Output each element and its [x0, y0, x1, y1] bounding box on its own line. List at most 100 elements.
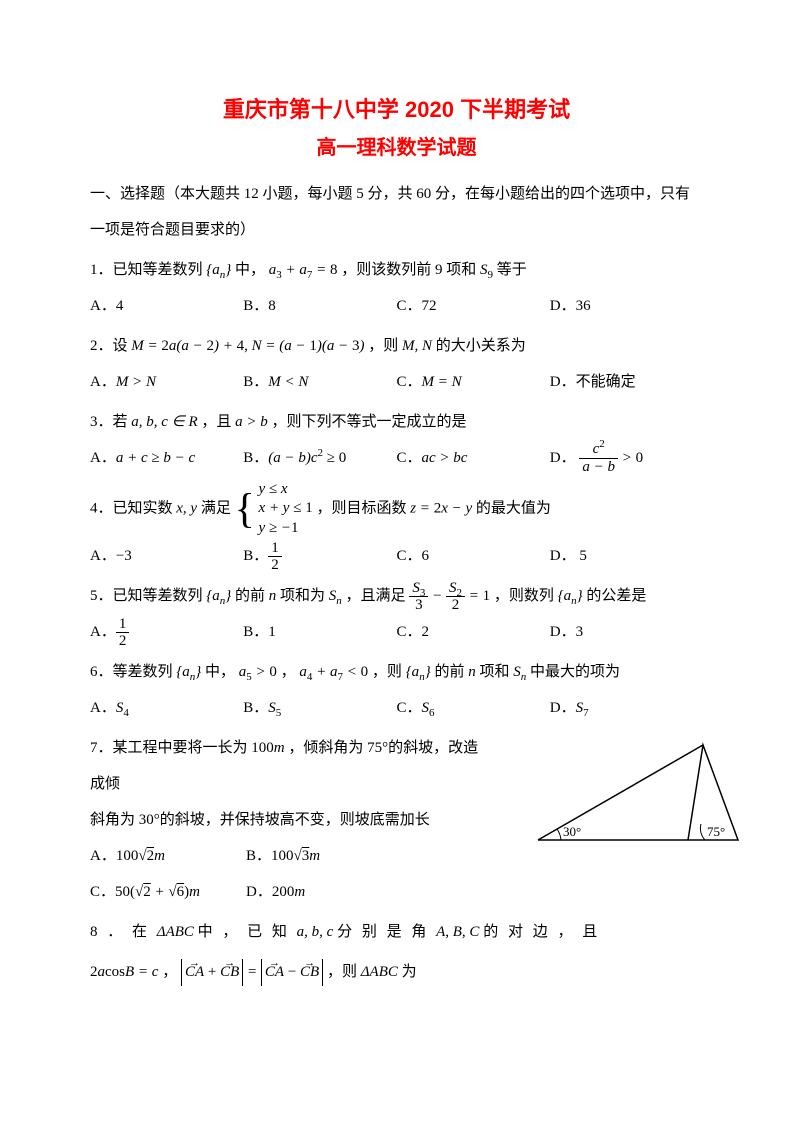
question-8-line2: 2acosB = c ， CA + CB = CA − CB ，则 ΔABC 为	[90, 954, 703, 990]
question-2: 2．设 M = 2a(a − 2) + 4, N = (a − 1)(a − 3…	[90, 328, 703, 400]
q6-stem-e: 的前	[434, 664, 464, 680]
q6-stem-g: 中最大的项为	[530, 664, 620, 680]
q6-stem-b: 中，	[205, 664, 235, 680]
q8-abs1: CA + CB	[181, 959, 243, 986]
q3-stem-a: 3．若	[90, 414, 128, 430]
q8-l2-a: ，	[162, 964, 177, 980]
q1-stem-d: 等于	[497, 262, 527, 278]
q8-eq1: 2acosB = c	[90, 964, 158, 980]
q6-stem-d: ，则	[372, 664, 402, 680]
q4-system: y ≤ xx + y ≤ 1y ≥ −1	[259, 480, 313, 539]
doc-title: 重庆市第十八中学 2020 下半期考试	[90, 90, 703, 130]
q4-xy: x, y	[176, 500, 197, 516]
q3-D: D． c2a − b > 0	[550, 440, 703, 476]
q6-seq: {an}	[176, 664, 201, 680]
exam-page: 重庆市第十八中学 2020 下半期考试 高一理科数学试题 一、选择题（本大题共 …	[0, 0, 793, 1030]
q7-D-lbl: D．	[246, 884, 272, 900]
q3-A: A．a + c ≥ b − c	[90, 440, 243, 476]
brace-icon: {	[235, 486, 255, 532]
q6-a5: a5 > 0	[239, 664, 277, 680]
q7-B-lbl: B．	[246, 848, 271, 864]
q3-C: C．ac > bc	[397, 440, 550, 476]
q2-stem-c: 的大小关系为	[436, 338, 526, 354]
q6-stem-f: 项和	[479, 664, 509, 680]
q4-A: A．−3	[90, 538, 243, 574]
q1-s9: S9	[480, 262, 493, 278]
q3-B-lbl: B．	[243, 450, 268, 466]
q3-options: A．a + c ≥ b − c B．(a − b)c2 ≥ 0 C．ac > b…	[90, 440, 703, 476]
q1-A: A．4	[90, 288, 243, 324]
question-6: 6．等差数列 {an} 中， a5 > 0 ， a4 + a7 < 0 ，则 {…	[90, 654, 703, 726]
q5-seq: {an}	[206, 588, 231, 604]
q6-options: A．S4 B．S5 C．S6 D．S7	[90, 690, 703, 726]
q5-A-lbl: A．	[90, 624, 116, 640]
q7-D: D．200m	[246, 874, 402, 910]
q3-set: a, b, c ∈ R	[131, 414, 197, 430]
q1-eq: a3 + a7 = 8	[269, 262, 338, 278]
angle-30: 30°	[563, 824, 581, 839]
q6-D-lbl: D．	[550, 700, 576, 716]
q4-C: C．6	[397, 538, 550, 574]
q2-A-lbl: A．	[90, 374, 116, 390]
q6-stem-c: ，	[281, 664, 296, 680]
q8-tri2: ΔABC	[361, 964, 398, 980]
q6-seq2: {an}	[406, 664, 431, 680]
q2-stem-b: ，则	[368, 338, 398, 354]
q5-stem-c: 项和为	[280, 588, 325, 604]
q3-stem-b: ，且	[201, 414, 231, 430]
q7-line1-a: 7．某工程中要将一长为	[90, 740, 248, 756]
q5-stem-f: 的公差是	[586, 588, 646, 604]
q2-eq: M = 2a(a − 2) + 4, N = (a − 1)(a − 3)	[131, 338, 364, 354]
q5-options: A．12 B．1 C．2 D．3	[90, 614, 703, 650]
q5-stem-d: ，且满足	[346, 588, 406, 604]
q6-n2: n	[468, 664, 479, 680]
q2-B-lbl: B．	[243, 374, 268, 390]
q5-A: A．12	[90, 614, 243, 650]
q7-A: A．100√2m	[90, 838, 246, 874]
question-7: 7．某工程中要将一长为 100m ，倾斜角为 75°的斜坡，改造成倾 斜角为 3…	[90, 730, 703, 910]
q1-seq: {an}	[206, 262, 231, 278]
q6-a47: a4 + a7 < 0	[299, 664, 368, 680]
q4-D: D． 5	[550, 538, 703, 574]
q2-D: D．不能确定	[550, 364, 703, 400]
q6-sn: Sn	[513, 664, 526, 680]
q2-A: A．M > N	[90, 364, 243, 400]
q7-options: A．100√2m B．100√3m C．50(√2 + √6)m D．200m	[90, 838, 480, 910]
q5-B: B．1	[243, 614, 396, 650]
doc-subtitle: 高一理科数学试题	[90, 130, 703, 166]
q5-frac1: S33	[409, 580, 428, 614]
q8-l2-c: 为	[402, 964, 417, 980]
q4-options: A．−3 B．12 C．6 D． 5	[90, 538, 703, 574]
q6-B-lbl: B．	[243, 700, 268, 716]
q5-C: C．2	[397, 614, 550, 650]
question-5: 5．已知等差数列 {an} 的前 n 项和为 Sn ，且满足 S33 − S22…	[90, 578, 703, 650]
q1-B: B．8	[243, 288, 396, 324]
q6-C: C．S6	[397, 690, 550, 726]
q6-D: D．S7	[550, 690, 703, 726]
q5-sn: Sn	[329, 588, 342, 604]
q1-D: D．36	[550, 288, 703, 324]
q5-frac2: S22	[446, 580, 465, 614]
q3-A-lbl: A．	[90, 450, 116, 466]
q3-D-lbl: D．	[550, 450, 576, 466]
q8-ABC: A, B, C	[436, 924, 483, 940]
triangle-diagram: 30° 75°	[533, 740, 743, 850]
q1-stem-b: 中，	[235, 262, 265, 278]
q1-stem-c: ，则该数列前 9 项和	[341, 262, 476, 278]
q2-mn: M, N	[402, 338, 432, 354]
q7-100m: 100m	[251, 740, 284, 756]
q4-stem-d: 的最大值为	[476, 500, 551, 516]
q2-stem-a: 2．设	[90, 338, 128, 354]
q4-stem-c: ，则目标函数	[316, 500, 406, 516]
q1-C: C．72	[397, 288, 550, 324]
question-3: 3．若 a, b, c ∈ R ，且 a > b ，则下列不等式一定成立的是 A…	[90, 404, 703, 476]
q6-C-lbl: C．	[397, 700, 422, 716]
q5-D: D．3	[550, 614, 703, 650]
q4-stem-b: 满足	[201, 500, 231, 516]
q2-C: C．M = N	[397, 364, 550, 400]
q8-stem-a: 8 ． 在	[90, 924, 150, 940]
q8-stem-b: 中 ， 已 知	[198, 924, 290, 940]
question-1: 1．已知等差数列 {an} 中， a3 + a7 = 8 ，则该数列前 9 项和…	[90, 252, 703, 324]
q5-n: n	[269, 588, 280, 604]
q1-stem-a: 1．已知等差数列	[90, 262, 203, 278]
